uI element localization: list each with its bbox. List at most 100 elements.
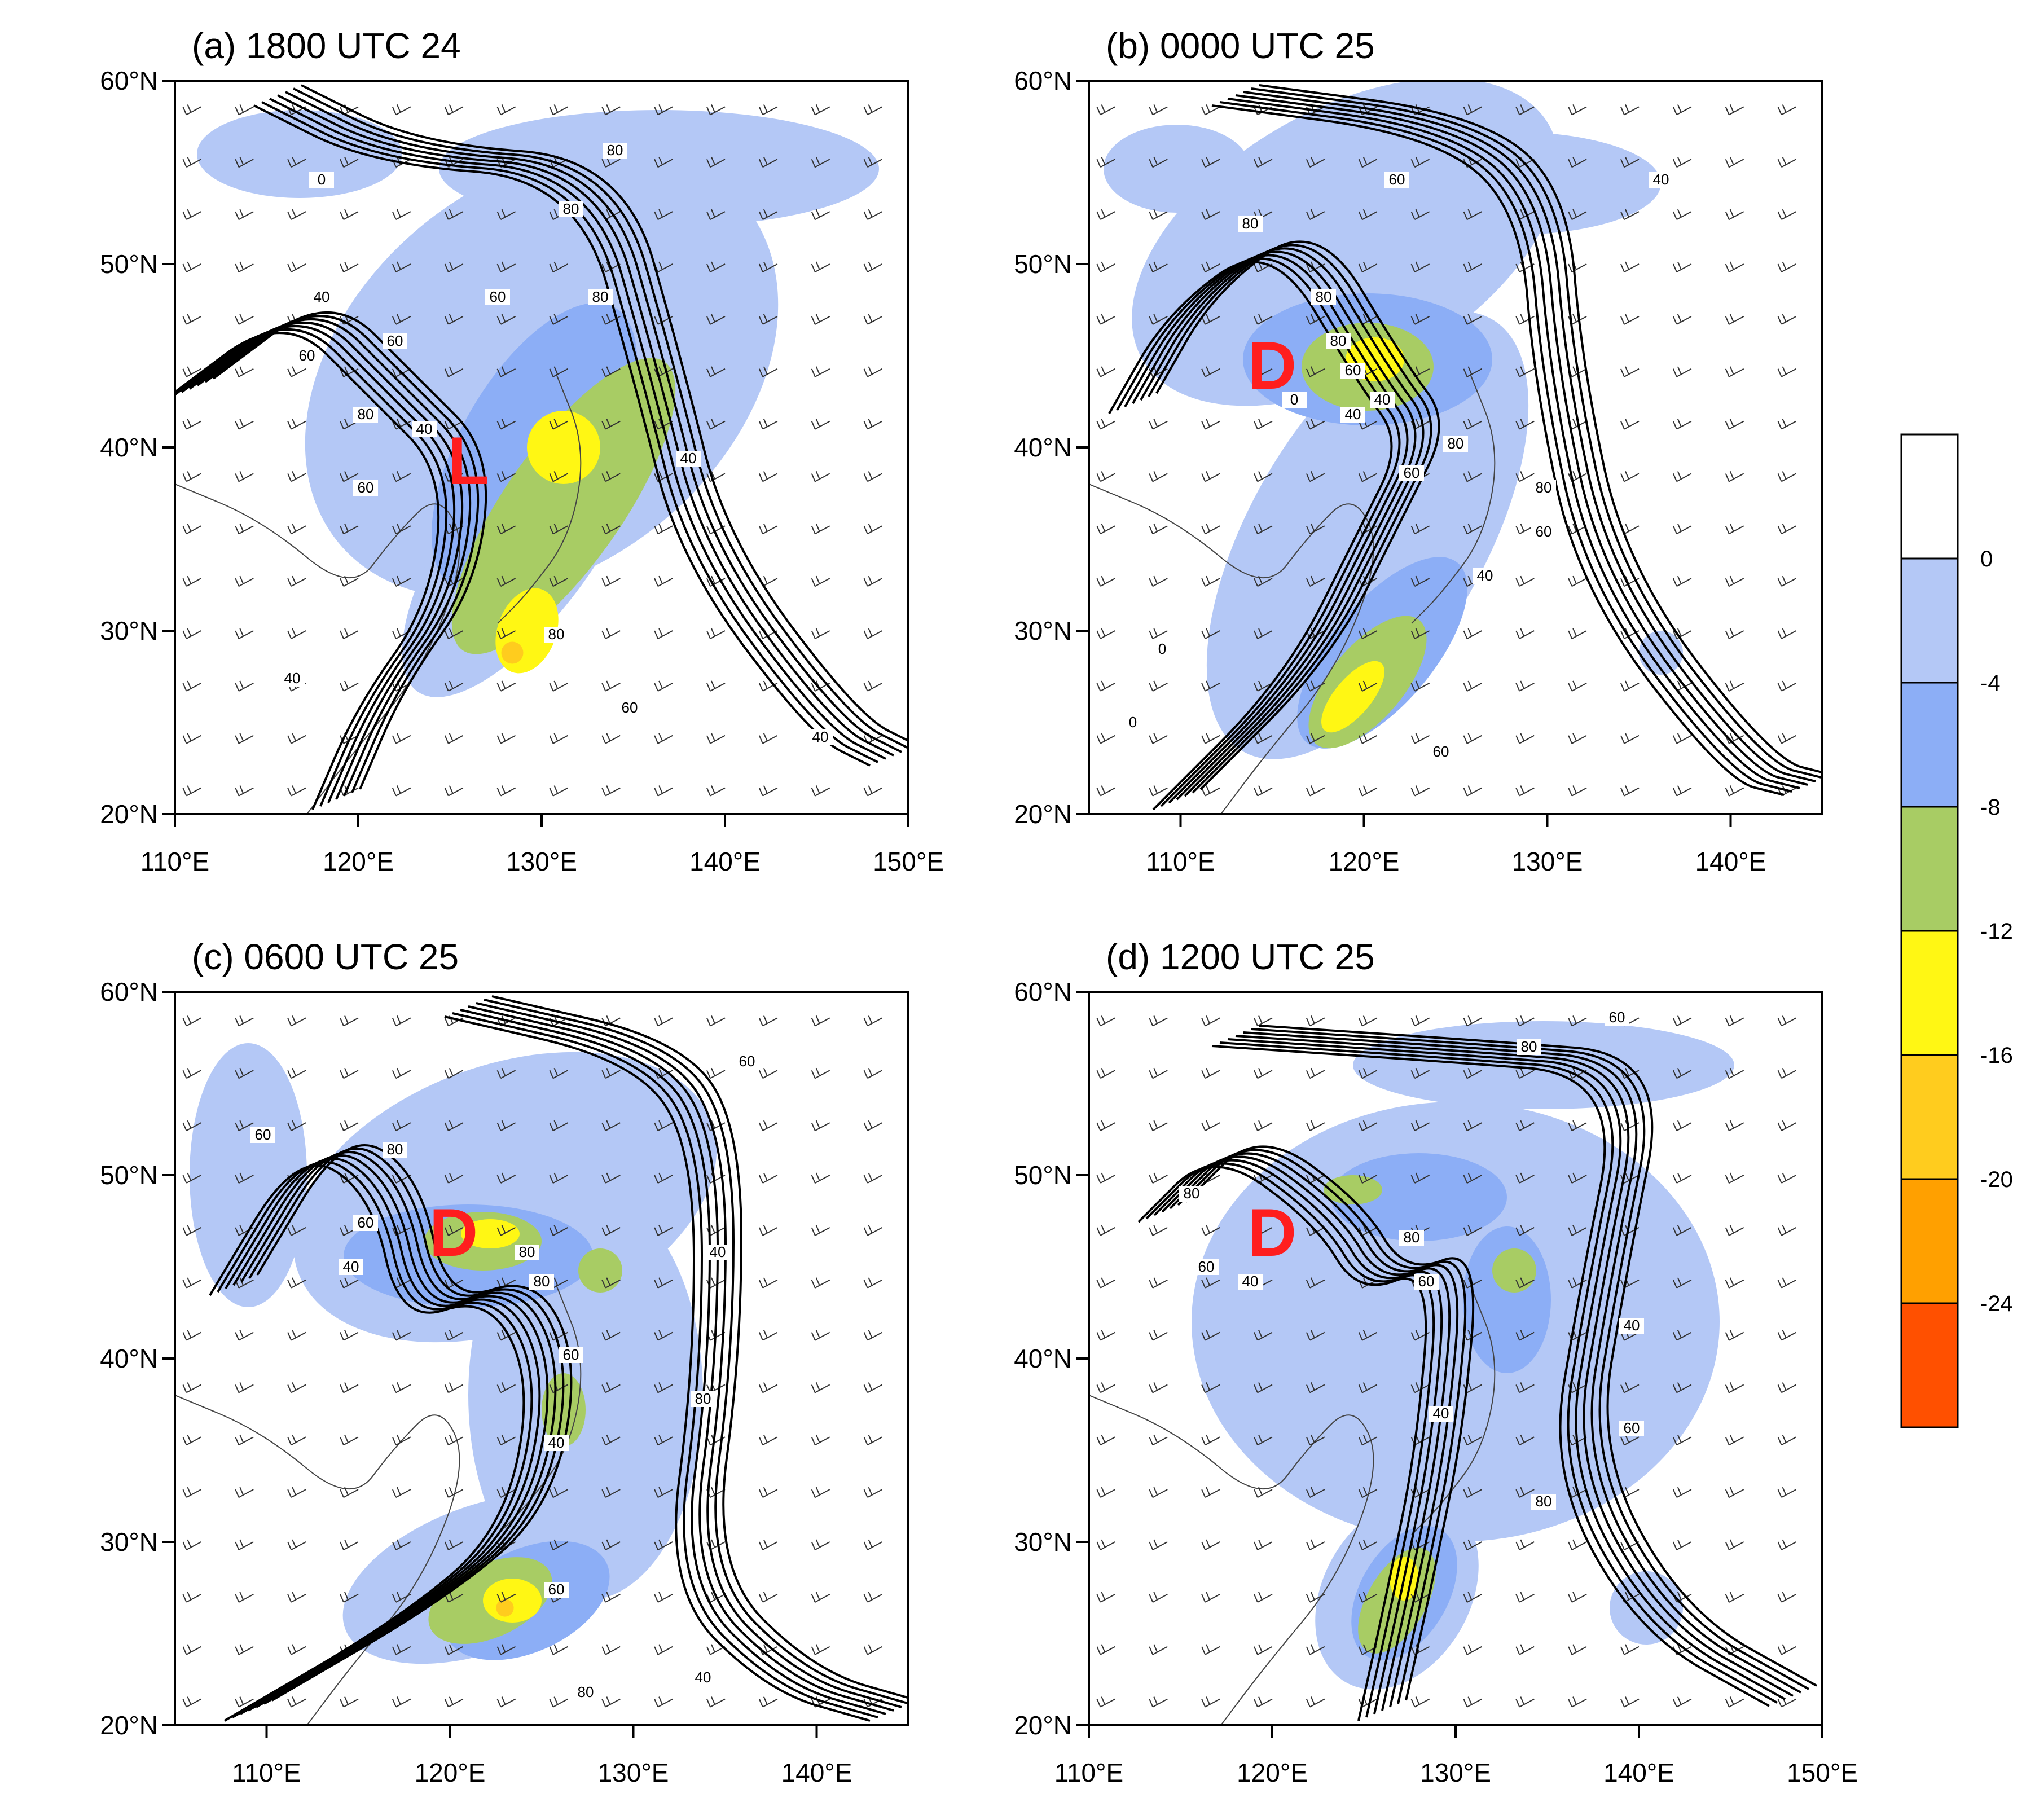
wind-barb bbox=[1777, 1277, 1797, 1289]
wind-barb bbox=[1149, 1592, 1168, 1603]
wind-barb bbox=[863, 680, 883, 692]
panel-title: (c) 0600 UTC 25 bbox=[192, 937, 459, 977]
wind-barb bbox=[392, 1120, 411, 1132]
contour-line bbox=[217, 1161, 533, 1718]
wind-barb bbox=[235, 156, 254, 168]
wind-barb bbox=[444, 628, 464, 639]
wind-barb bbox=[1254, 419, 1273, 430]
contour-label-bg bbox=[1605, 1010, 1629, 1026]
wind-barb bbox=[1410, 156, 1430, 168]
contour-label: 60 bbox=[563, 1346, 579, 1363]
wind-barb bbox=[496, 209, 516, 221]
wind-barb bbox=[811, 1539, 830, 1550]
shading-region bbox=[451, 358, 676, 654]
wind-barb bbox=[863, 1487, 883, 1498]
wind-barb bbox=[706, 785, 726, 797]
wind-barb bbox=[1254, 628, 1273, 639]
wind-barb bbox=[1568, 1015, 1587, 1027]
wind-barb bbox=[758, 680, 778, 692]
wind-barb bbox=[1358, 156, 1378, 168]
wind-barb bbox=[1568, 1696, 1587, 1708]
contour-label-bg bbox=[603, 143, 627, 159]
wind-barb bbox=[1620, 209, 1640, 221]
wind-barb bbox=[706, 104, 726, 116]
contour-line bbox=[175, 328, 448, 807]
wind-barb bbox=[1515, 419, 1535, 430]
wind-barb bbox=[444, 1696, 464, 1708]
wind-barb bbox=[1620, 733, 1640, 744]
wind-barb bbox=[1096, 680, 1115, 692]
wind-barb bbox=[444, 314, 464, 325]
contour-label-bg bbox=[544, 627, 569, 643]
wind-barb bbox=[1410, 680, 1430, 692]
contour-label-bg bbox=[808, 729, 833, 745]
x-tick-label: 130°E bbox=[598, 1758, 669, 1787]
wind-barb bbox=[1096, 366, 1115, 377]
wind-barb bbox=[1306, 1120, 1325, 1132]
wind-barb bbox=[1777, 628, 1797, 639]
wind-barb bbox=[1096, 419, 1115, 430]
wind-barb bbox=[1201, 1592, 1220, 1603]
wind-barb bbox=[863, 1277, 883, 1289]
wind-barb bbox=[1254, 523, 1273, 535]
wind-barb bbox=[392, 1015, 411, 1027]
wind-barb bbox=[1777, 1172, 1797, 1184]
wind-barb bbox=[1777, 156, 1797, 168]
wind-barb bbox=[1777, 733, 1797, 744]
wind-barb bbox=[1725, 1120, 1744, 1132]
contour-label: 80 bbox=[607, 142, 623, 159]
x-tick-label: 150°E bbox=[1787, 1758, 1858, 1787]
wind-barb bbox=[287, 156, 306, 168]
wind-barb bbox=[1306, 1696, 1325, 1708]
wind-barb bbox=[1306, 471, 1325, 482]
wind-barb bbox=[758, 419, 778, 430]
shading-region bbox=[1492, 1248, 1536, 1293]
wind-barb bbox=[1254, 1696, 1273, 1708]
wind-barb bbox=[496, 628, 516, 639]
wind-barb bbox=[182, 1434, 201, 1446]
contour-label-bg bbox=[559, 201, 583, 217]
wind-barb bbox=[1463, 1539, 1482, 1550]
contour-label: 80 bbox=[548, 626, 565, 643]
coastline bbox=[1411, 1285, 1496, 1535]
wind-barb bbox=[287, 471, 306, 482]
shading-region bbox=[190, 1043, 307, 1307]
contour-label: 60 bbox=[1198, 1258, 1215, 1275]
wind-barb bbox=[1463, 1434, 1482, 1446]
wind-barb bbox=[1515, 1015, 1535, 1027]
wind-barb bbox=[1096, 1015, 1115, 1027]
wind-barb bbox=[1725, 628, 1744, 639]
wind-barb bbox=[1777, 1015, 1797, 1027]
wind-barb bbox=[182, 156, 201, 168]
wind-barb bbox=[1410, 1067, 1430, 1079]
wind-barb bbox=[1358, 1067, 1378, 1079]
wind-barb bbox=[496, 1172, 516, 1184]
wind-barb bbox=[706, 628, 726, 639]
wind-barb bbox=[811, 1434, 830, 1446]
contour-label-bg bbox=[1443, 436, 1468, 452]
wind-barb bbox=[758, 1277, 778, 1289]
wind-barb bbox=[392, 1644, 411, 1655]
wind-barb bbox=[392, 1696, 411, 1708]
contour-line bbox=[1235, 94, 1808, 786]
wind-barb bbox=[1149, 1015, 1168, 1027]
wind-barb bbox=[549, 1225, 568, 1236]
wind-barb bbox=[1672, 1539, 1692, 1550]
wind-barb bbox=[496, 785, 516, 797]
wind-barb bbox=[444, 1225, 464, 1236]
wind-barb bbox=[1096, 1539, 1115, 1550]
wind-barb bbox=[1463, 1015, 1482, 1027]
contour-label: 60 bbox=[490, 288, 506, 305]
wind-barb bbox=[1149, 1225, 1168, 1236]
wind-barb bbox=[1725, 104, 1744, 116]
wind-barb bbox=[706, 366, 726, 377]
y-tick-label: 50°N bbox=[100, 1160, 158, 1190]
shading-region bbox=[527, 411, 600, 484]
wind-barb bbox=[549, 471, 568, 482]
wind-barb bbox=[182, 1487, 201, 1498]
wind-barb bbox=[182, 1225, 201, 1236]
wind-barb bbox=[235, 104, 254, 116]
shading-region bbox=[501, 641, 524, 664]
wind-barb bbox=[496, 1120, 516, 1132]
contour-label-bg bbox=[1120, 715, 1145, 731]
